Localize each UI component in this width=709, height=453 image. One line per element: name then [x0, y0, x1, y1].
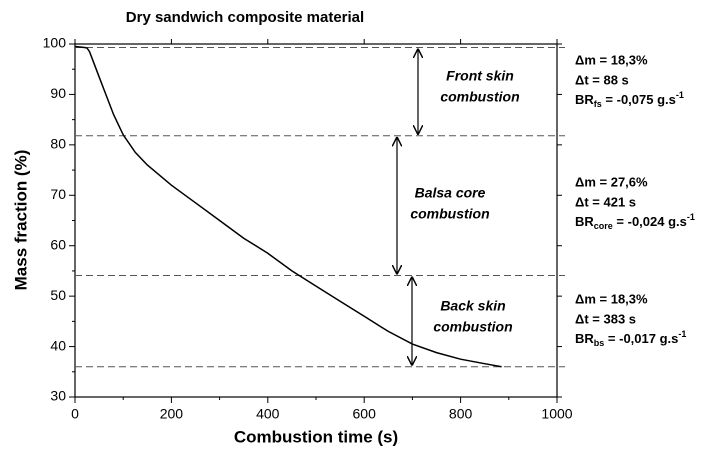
- br-sup: -1: [678, 329, 686, 339]
- y-tick-label: 100: [43, 35, 67, 51]
- br-sub: bs: [594, 338, 605, 348]
- stage-dm: Δm = 27,6%: [575, 174, 648, 189]
- br-sub: fs: [594, 99, 602, 109]
- stage-dm: Δm = 18,3%: [575, 52, 648, 67]
- x-tick-label: 0: [71, 406, 79, 422]
- stage-label: combustion: [433, 319, 512, 335]
- chart-title: Dry sandwich composite material: [126, 9, 364, 26]
- stage-label: Back skin: [440, 298, 505, 314]
- y-tick-label: 50: [50, 287, 66, 303]
- br-main: BR: [575, 214, 594, 229]
- y-tick-label: 40: [50, 337, 66, 353]
- stage-dm: Δm = 18,3%: [575, 291, 648, 306]
- x-tick-label: 200: [160, 406, 184, 422]
- stage-dt: Δt = 88 s: [575, 72, 629, 87]
- br-rest: = -0,075 g.s: [602, 92, 676, 107]
- data-line: [74, 45, 502, 368]
- br-rest: = -0,024 g.s: [613, 214, 687, 229]
- x-axis-label: Combustion time (s): [234, 427, 398, 446]
- stage-label: combustion: [410, 206, 489, 222]
- stage-label: combustion: [440, 89, 519, 105]
- x-tick-label: 1000: [541, 406, 572, 422]
- stage-label: Front skin: [446, 68, 514, 84]
- y-tick-label: 60: [50, 236, 66, 252]
- stage-dt: Δt = 383 s: [575, 311, 636, 326]
- br-main: BR: [575, 92, 594, 107]
- br-sup: -1: [676, 90, 684, 100]
- br-rest: = -0,017 g.s: [604, 331, 678, 346]
- x-tick-label: 800: [449, 406, 473, 422]
- stage-label: Balsa core: [415, 185, 486, 201]
- br-main: BR: [575, 331, 594, 346]
- br-sub: core: [594, 221, 613, 231]
- y-tick-label: 30: [50, 388, 66, 404]
- y-axis-label: Mass fraction (%): [11, 150, 30, 291]
- x-tick-label: 600: [353, 406, 377, 422]
- br-sup: -1: [687, 212, 695, 222]
- y-tick-label: 90: [50, 85, 66, 101]
- y-tick-label: 80: [50, 136, 66, 152]
- stage-burn-rate: BRbs = -0,017 g.s-1: [575, 329, 686, 348]
- y-tick-label: 70: [50, 186, 66, 202]
- stage-dt: Δt = 421 s: [575, 194, 636, 209]
- stage-burn-rate: BRfs = -0,075 g.s-1: [575, 90, 684, 109]
- x-tick-label: 400: [256, 406, 280, 422]
- stage-burn-rate: BRcore = -0,024 g.s-1: [575, 212, 695, 231]
